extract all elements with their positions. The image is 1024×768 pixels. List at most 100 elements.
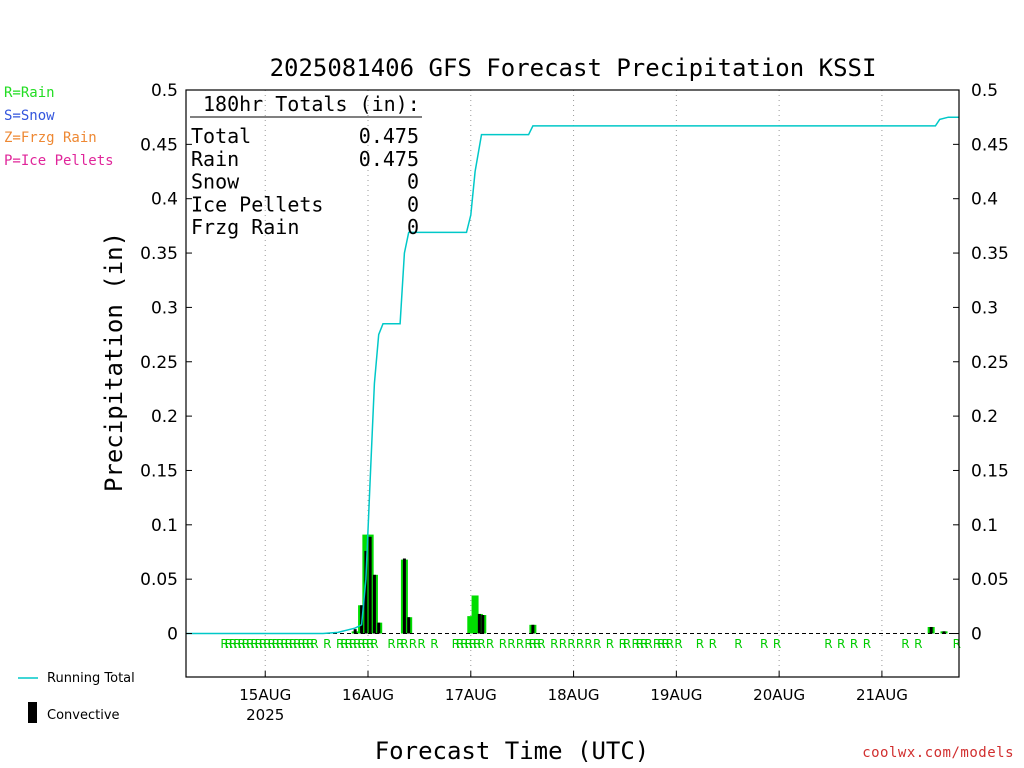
- ptype-marker: R: [837, 637, 845, 651]
- ptype-marker: R: [863, 637, 871, 651]
- y-tick-label-left: 0: [167, 625, 178, 645]
- totals-row-value: 0: [407, 215, 419, 239]
- y-tick-label-right: 0: [971, 625, 982, 645]
- y-tick-label-right: 0.15: [971, 461, 1009, 481]
- ptype-marker: R: [734, 637, 742, 651]
- x-tick-label: 21AUG: [856, 686, 908, 704]
- convective-bar: [929, 626, 933, 634]
- ptype-marker: R: [464, 637, 472, 651]
- ptype-marker: R: [362, 637, 370, 651]
- totals-row-label: Total: [191, 124, 251, 148]
- ptype-marker: R: [619, 637, 627, 651]
- ptype-marker: R: [306, 637, 314, 651]
- ptype-marker: R: [238, 637, 246, 651]
- ptype-marker: R: [263, 637, 271, 651]
- rain-bar: [471, 595, 479, 634]
- totals-header: 180hr Totals (in):: [203, 92, 420, 116]
- x-tick-label: 19AUG: [650, 686, 702, 704]
- x-tick-label: 18AUG: [548, 686, 600, 704]
- y-tick-label-right: 0.4: [971, 190, 998, 210]
- x-tick-label: 15AUG: [239, 686, 291, 704]
- y-tick-label-left: 0.3: [151, 298, 178, 318]
- running-total-legend-label: Running Total: [47, 671, 135, 686]
- ptype-marker: R: [760, 637, 768, 651]
- ptype-marker: R: [477, 637, 485, 651]
- x-tick-label: 20AUG: [753, 686, 805, 704]
- rain-bar: [467, 616, 475, 634]
- totals-row-value: 0.475: [359, 124, 419, 148]
- convective-bar: [942, 631, 946, 634]
- totals-row-label: Snow: [191, 170, 240, 194]
- ptype-marker: R: [507, 637, 515, 651]
- ptype-marker: R: [310, 637, 318, 651]
- ptype-marker: R: [340, 637, 348, 651]
- running-total-line: [186, 116, 959, 635]
- legend-ice-pellets: P=Ice Pellets: [4, 152, 114, 169]
- totals-row-label: Ice Pellets: [191, 192, 323, 216]
- ptype-marker: R: [430, 637, 438, 651]
- convective-legend-label: Convective: [47, 708, 120, 723]
- x-tick-label: 16AUG: [342, 686, 394, 704]
- ptype-marker: R: [533, 637, 541, 651]
- convective-bar: [481, 615, 485, 634]
- ptype-marker: R: [593, 637, 601, 651]
- ptype-marker: R: [220, 637, 228, 651]
- ptype-marker: R: [674, 637, 682, 651]
- ptype-marker: R: [272, 637, 280, 651]
- ptype-marker: R: [297, 637, 305, 651]
- ptype-marker: R: [529, 637, 537, 651]
- ptype-marker: R: [336, 637, 344, 651]
- ptype-marker: R: [773, 637, 781, 651]
- convective-bar: [377, 622, 381, 634]
- y-tick-label-right: 0.05: [971, 570, 1009, 590]
- ptype-marker: R: [233, 637, 241, 651]
- bottom-legend: Running Total Convective: [18, 671, 135, 723]
- ptype-marker: R: [370, 637, 378, 651]
- y-tick-label-right: 0.1: [971, 516, 998, 536]
- ptype-marker: R: [225, 637, 233, 651]
- ptype-marker: R: [302, 637, 310, 651]
- ptype-marker: R: [516, 637, 524, 651]
- convective-bars: [353, 536, 946, 634]
- ptype-marker: R: [357, 637, 365, 651]
- ptype-marker: R: [387, 637, 395, 651]
- y-ticks-left: 0.5 0.45 0.4 0.35 0.3 0.25 0.2 0.15 0.1 0.05 0: [140, 81, 192, 645]
- convective-bar: [364, 550, 368, 634]
- convective-bar: [407, 617, 411, 634]
- ptype-marker: R: [657, 637, 665, 651]
- ptype-marker: R: [524, 637, 532, 651]
- legend-snow: S=Snow: [4, 107, 55, 124]
- ptype-marker: R: [644, 637, 652, 651]
- ptype-marker: R: [460, 637, 468, 651]
- x-ticks: 15AUG 2025 16AUG 17AUG 18AUG 19AUG 20AUG 21AUG: [239, 671, 908, 724]
- y-tick-label-right: 0.35: [971, 244, 1009, 264]
- ptype-marker: R: [576, 637, 584, 651]
- totals-row-value: 0.475: [359, 147, 419, 171]
- ptype-marker: R: [640, 637, 648, 651]
- ptype-marker: R: [353, 637, 361, 651]
- ptype-marker: R: [280, 637, 288, 651]
- x-tick-sublabel: 2025: [246, 706, 284, 724]
- legend-frzg-rain: Z=Frzg Rain: [4, 130, 97, 146]
- ptype-marker: R: [623, 637, 631, 651]
- ptype-marker: R: [537, 637, 545, 651]
- ptype-marker: R: [400, 637, 408, 651]
- ptype-marker: R: [345, 637, 353, 651]
- ptype-marker: R: [473, 637, 481, 651]
- ptype-marker: R: [349, 637, 357, 651]
- ptype-marker: R: [409, 637, 417, 651]
- convective-bar: [353, 629, 357, 634]
- ptype-legend: R=Rain S=Snow Z=Frzg Rain P=Ice Pellets: [4, 82, 114, 172]
- ptype-marker: R: [452, 637, 460, 651]
- ptype-marker: R: [469, 637, 477, 651]
- ptype-marker: R: [666, 637, 674, 651]
- ptype-marker: R: [953, 637, 961, 651]
- y-tick-label-right: 0.45: [971, 135, 1009, 155]
- ptype-marker: R: [242, 637, 250, 651]
- y-tick-label-left: 0.5: [151, 81, 178, 101]
- convective-bar: [402, 558, 406, 634]
- ptype-marker: R: [584, 637, 592, 651]
- ptype-marker: R: [914, 637, 922, 651]
- y-tick-label-right: 0.25: [971, 353, 1009, 373]
- y-tick-label-left: 0.45: [140, 135, 178, 155]
